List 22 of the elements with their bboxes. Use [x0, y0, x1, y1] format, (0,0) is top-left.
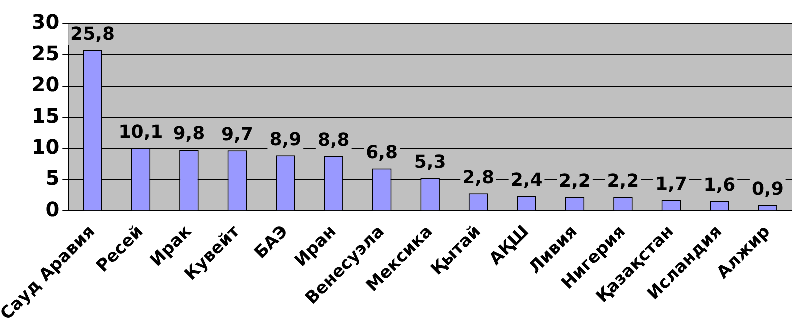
y-tick-label: 5	[46, 166, 60, 190]
data-label: 1,7	[655, 174, 688, 196]
data-label: 0,9	[752, 179, 784, 200]
y-tick-label: 0	[46, 197, 60, 222]
data-label: 1,6	[704, 174, 736, 196]
data-label: 2,8	[462, 167, 494, 188]
data-label: 10,1	[118, 122, 164, 143]
data-label: 9,7	[221, 124, 254, 146]
data-label: 25,8	[70, 24, 115, 45]
data-label: 5,3	[414, 152, 446, 173]
data-label: 8,8	[318, 130, 350, 151]
y-tick-label: 30	[32, 10, 60, 34]
data-label: 9,8	[173, 124, 206, 145]
data-label: 2,2	[559, 171, 591, 192]
data-label: 6,8	[366, 142, 398, 164]
y-tick-label: 25	[32, 41, 60, 66]
data-label: 2,4	[510, 170, 543, 191]
data-label: 8,9	[270, 129, 302, 150]
y-tick-label: 10	[32, 134, 60, 159]
data-label: 2,2	[607, 171, 640, 192]
y-tick-label: 20	[32, 72, 60, 97]
y-tick-label: 15	[32, 104, 60, 128]
